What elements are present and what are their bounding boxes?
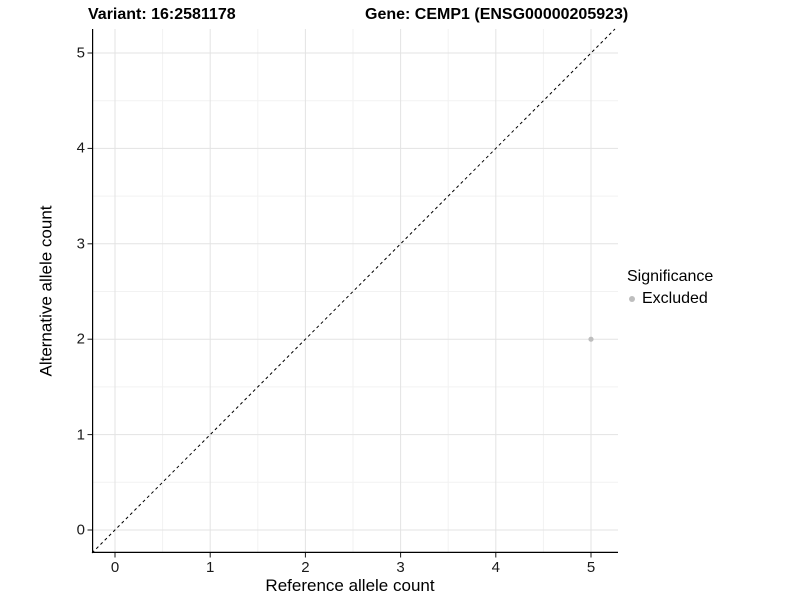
x-tick-label: 0 bbox=[110, 559, 120, 576]
plot-panel bbox=[87, 28, 618, 558]
x-tick-label: 2 bbox=[301, 559, 310, 576]
plot-title-gene: Gene: CEMP1 (ENSG00000205923) bbox=[365, 6, 629, 23]
y-tick-label: 4 bbox=[76, 139, 85, 157]
y-tick-label: 1 bbox=[76, 426, 85, 444]
x-tick-label: 5 bbox=[586, 559, 596, 576]
plot-title-variant: Variant: 16:2581178 bbox=[88, 6, 236, 23]
y-tick-label: 3 bbox=[76, 235, 85, 253]
legend-point-icon bbox=[629, 296, 635, 302]
y-tick-label: 2 bbox=[76, 330, 85, 348]
x-tick-label: 3 bbox=[396, 559, 405, 576]
x-axis-title: Reference allele count bbox=[265, 576, 435, 595]
legend-item-label: Excluded bbox=[642, 290, 708, 307]
x-tick-label: 4 bbox=[491, 559, 500, 576]
legend: Significance Excluded bbox=[626, 268, 713, 308]
y-axis-title: Alternative allele count bbox=[36, 205, 56, 377]
plot-panel-svg bbox=[87, 28, 618, 558]
legend-title: Significance bbox=[627, 268, 714, 285]
data-point bbox=[588, 336, 594, 342]
x-tick-label: 1 bbox=[206, 559, 215, 576]
y-tick-label: 5 bbox=[76, 44, 85, 62]
legend-item-excluded: Excluded bbox=[626, 290, 713, 308]
y-tick-label: 0 bbox=[76, 521, 85, 539]
